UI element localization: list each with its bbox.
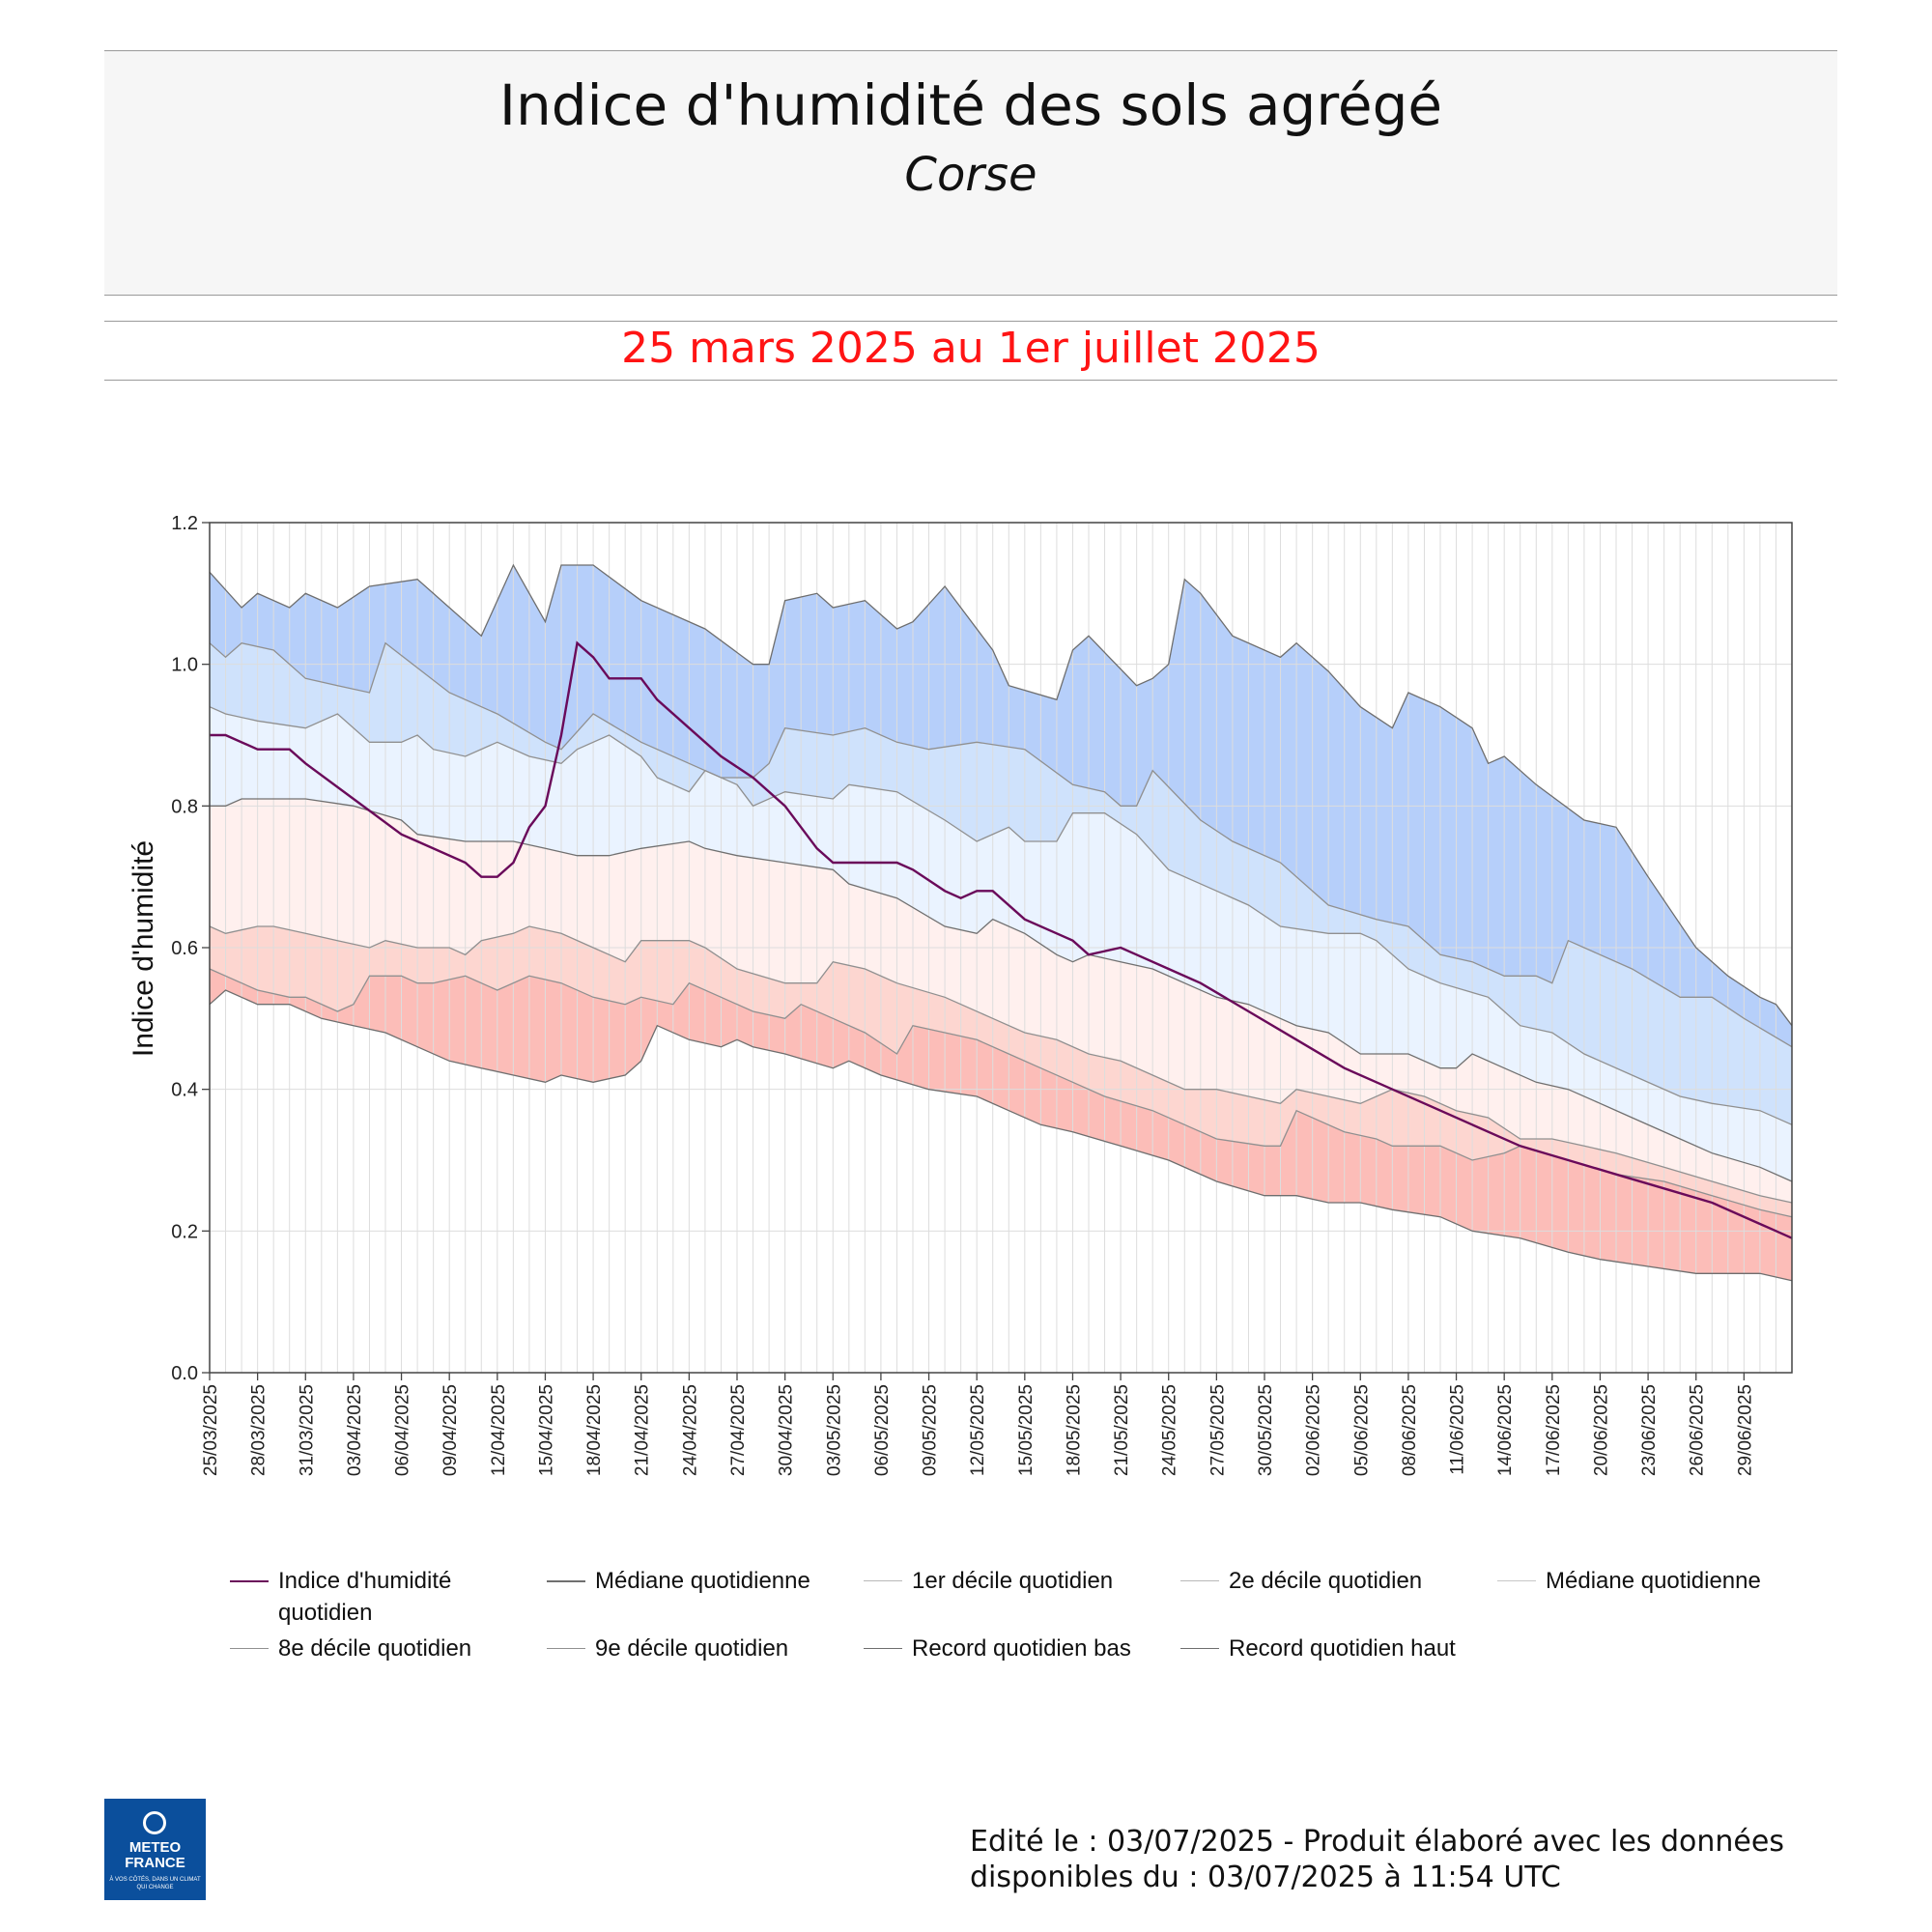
series-line-record_haut <box>209 563 1793 1027</box>
x-tick-label: 14/06/2025 <box>1495 1384 1516 1476</box>
y-tick-label: 0.4 <box>171 1080 198 1101</box>
soil-moisture-chart: 0.0 0.2 0.4 0.6 0.8 1.0 1.2 25/03/2025 28/03/20… <box>128 513 1793 1476</box>
legend-label: 8e décile quotidien <box>278 1635 472 1662</box>
x-tick-label: 02/06/2025 <box>1304 1384 1324 1476</box>
series-line-indice <box>210 640 1793 1239</box>
x-tick-label: 06/04/2025 <box>393 1384 413 1476</box>
edition-note: Edité le : 03/07/2025 - Produit élaboré … <box>970 1824 1859 1895</box>
series-line-decile_9 <box>209 641 1793 1048</box>
x-tick-label: 23/06/2025 <box>1639 1384 1660 1476</box>
legend-label: Record quotidien bas <box>912 1635 1131 1662</box>
series-line-decile_1 <box>209 968 1793 1218</box>
x-tick-label: 31/03/2025 <box>297 1384 317 1476</box>
y-axis: 0.0 0.2 0.4 0.6 0.8 1.0 1.2 <box>171 513 210 1384</box>
legend-swatch <box>1180 1648 1219 1649</box>
x-tick-label: 18/05/2025 <box>1065 1384 1085 1476</box>
legend-label: Indice d'humidité quotidien <box>278 1568 452 1626</box>
chart-subtitle: Corse <box>904 148 1037 202</box>
legend-label: 9e décile quotidien <box>595 1635 789 1662</box>
x-tick-label: 15/05/2025 <box>1016 1384 1037 1476</box>
x-tick-label: 28/03/2025 <box>249 1384 270 1476</box>
x-axis: 25/03/2025 28/03/2025 31/03/2025 03/04/2025… <box>201 1373 1755 1476</box>
legend-label: 1er décile quotidien <box>912 1568 1114 1594</box>
legend-label: Médiane quotidienne <box>1546 1568 1761 1594</box>
series-line-decile_2 <box>209 925 1793 1204</box>
x-tick-label: 11/06/2025 <box>1448 1384 1468 1475</box>
x-tick-label: 21/04/2025 <box>633 1384 653 1476</box>
x-tick-label: 17/06/2025 <box>1544 1384 1564 1476</box>
x-tick-label: 05/06/2025 <box>1351 1384 1372 1476</box>
x-tick-label: 12/04/2025 <box>489 1384 509 1476</box>
x-tick-label: 09/05/2025 <box>921 1384 941 1476</box>
band-decile_2-to-mediane <box>210 799 1792 1203</box>
y-tick-label: 0.6 <box>171 938 198 959</box>
x-tick-label: 21/05/2025 <box>1112 1384 1132 1476</box>
legend-swatch <box>864 1648 902 1649</box>
logo-emblem-icon <box>143 1811 166 1834</box>
legend-label: 2e décile quotidien <box>1229 1568 1423 1594</box>
legend-swatch <box>1180 1580 1219 1581</box>
band-decile_9-to-record_haut <box>210 565 1792 1047</box>
legend-swatch <box>230 1648 269 1649</box>
logo-tagline: À VOS CÔTÉS, DANS UN CLIMAT QUI CHANGE <box>109 1877 201 1890</box>
x-tick-label: 12/05/2025 <box>968 1384 988 1476</box>
x-tick-label: 24/04/2025 <box>680 1384 700 1476</box>
x-tick-label: 03/05/2025 <box>824 1384 844 1476</box>
y-tick-label: 1.0 <box>171 655 198 676</box>
band-record_bas-to-decile_1 <box>210 969 1792 1281</box>
x-tick-label: 27/04/2025 <box>728 1384 749 1476</box>
percentile-bands <box>210 565 1792 1281</box>
legend-swatch <box>547 1580 585 1582</box>
x-tick-label: 30/05/2025 <box>1256 1384 1276 1476</box>
index-line-group <box>210 640 1793 1239</box>
title-panel: Indice d'humidité des sols agrégé Corse <box>104 50 1837 296</box>
logo-text-line2: FRANCE <box>125 1855 185 1871</box>
x-tick-label: 03/04/2025 <box>345 1384 365 1476</box>
chart-title: Indice d'humidité des sols agrégé <box>498 72 1443 138</box>
legend-swatch <box>1497 1580 1536 1581</box>
x-tick-label: 29/06/2025 <box>1735 1384 1755 1476</box>
x-tick-label: 26/06/2025 <box>1688 1384 1708 1476</box>
x-tick-label: 18/04/2025 <box>584 1384 605 1476</box>
legend-label: Médiane quotidienne <box>595 1568 810 1594</box>
meteo-france-logo: METEO FRANCE À VOS CÔTÉS, DANS UN CLIMAT… <box>104 1799 206 1900</box>
edition-note-line2: disponibles du : 03/07/2025 à 11:54 UTC <box>970 1861 1561 1894</box>
x-tick-label: 15/04/2025 <box>537 1384 557 1476</box>
legend-swatch <box>864 1580 902 1581</box>
y-tick-label: 0.8 <box>171 796 198 817</box>
series-line-mediane <box>210 798 1793 1182</box>
legend-swatch <box>547 1648 585 1649</box>
y-tick-label: 0.0 <box>171 1363 198 1384</box>
x-tick-label: 08/06/2025 <box>1400 1384 1420 1476</box>
band-decile_1-to-decile_2 <box>210 926 1792 1217</box>
legend-label: Record quotidien haut <box>1229 1635 1456 1662</box>
x-tick-label: 06/05/2025 <box>872 1384 893 1476</box>
edition-note-line1: Edité le : 03/07/2025 - Produit élaboré … <box>970 1825 1784 1859</box>
logo-text-line1: METEO <box>128 1839 182 1856</box>
x-tick-label: 20/06/2025 <box>1592 1384 1612 1476</box>
series-line-record_bas <box>209 989 1793 1282</box>
period-label: 25 mars 2025 au 1er juillet 2025 <box>621 324 1321 373</box>
y-tick-label: 0.2 <box>171 1221 198 1242</box>
x-tick-label: 27/05/2025 <box>1208 1384 1228 1476</box>
percentile-lines <box>209 563 1793 1282</box>
band-mediane-to-decile_8 <box>210 706 1792 1181</box>
period-panel: 25 mars 2025 au 1er juillet 2025 <box>104 321 1837 381</box>
y-axis-label: Indice d'humidité <box>128 840 159 1057</box>
y-tick-label: 1.2 <box>171 513 198 534</box>
x-tick-label: 30/04/2025 <box>777 1384 797 1476</box>
series-line-decile_8 <box>209 706 1793 1125</box>
legend-swatch <box>230 1580 269 1582</box>
x-tick-label: 24/05/2025 <box>1160 1384 1180 1476</box>
x-tick-label: 25/03/2025 <box>201 1384 221 1476</box>
x-tick-label: 09/04/2025 <box>440 1384 461 1476</box>
